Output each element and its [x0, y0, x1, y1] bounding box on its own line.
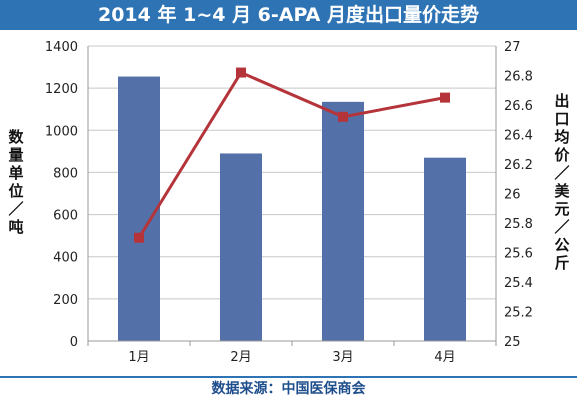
bar-series	[118, 76, 466, 341]
x-tick-label: 1月	[128, 350, 149, 365]
y2-tick-label: 25.4	[504, 276, 533, 291]
y2-tick-label: 27	[504, 40, 521, 55]
line-point	[236, 67, 246, 78]
y-tick-label: 0	[70, 335, 78, 350]
axes: 0 200 400 600 800 1000 1200 1400 25 25.2 25.4 25.6 2…	[45, 40, 533, 365]
x-tick-label: 2月	[230, 350, 251, 365]
y-tick-label: 1000	[45, 124, 78, 139]
y2-tick-label: 25.2	[504, 306, 533, 321]
source-note: 数据来源：中国医保商会	[0, 376, 577, 401]
y-axis-label: 数量单位／吨	[8, 128, 24, 236]
bar	[220, 153, 262, 341]
y2-tick-label: 26.8	[504, 70, 533, 85]
y-tick-label: 1400	[45, 40, 78, 55]
y2-axis-label: 出口均价／美元／公斤	[554, 92, 570, 272]
y-tick-label: 200	[53, 293, 78, 308]
y2-tick-label: 25.6	[504, 247, 533, 262]
x-tick-label: 4月	[434, 350, 455, 365]
y2-tick-label: 25	[504, 335, 521, 350]
x-tick-label: 3月	[332, 350, 353, 365]
bar	[322, 101, 364, 341]
line-series	[134, 67, 450, 243]
line-point	[338, 111, 348, 122]
y2-tick-label: 26.6	[504, 99, 533, 114]
bar	[118, 76, 160, 341]
y-tick-label: 400	[53, 251, 78, 266]
y2-tick-label: 26.4	[504, 129, 533, 144]
bar	[424, 157, 466, 341]
y-tick-label: 800	[53, 166, 78, 181]
line-point	[134, 232, 144, 243]
line-point	[440, 92, 450, 103]
y2-tick-label: 26.2	[504, 158, 533, 173]
y-tick-label: 600	[53, 209, 78, 224]
series-line	[137, 70, 446, 239]
y2-tick-label: 25.8	[504, 217, 533, 232]
chart-title: 2014 年 1~4 月 6-APA 月度出口量价走势	[0, 0, 577, 30]
y2-tick-label: 26	[504, 188, 521, 203]
y-tick-label: 1200	[45, 82, 78, 97]
